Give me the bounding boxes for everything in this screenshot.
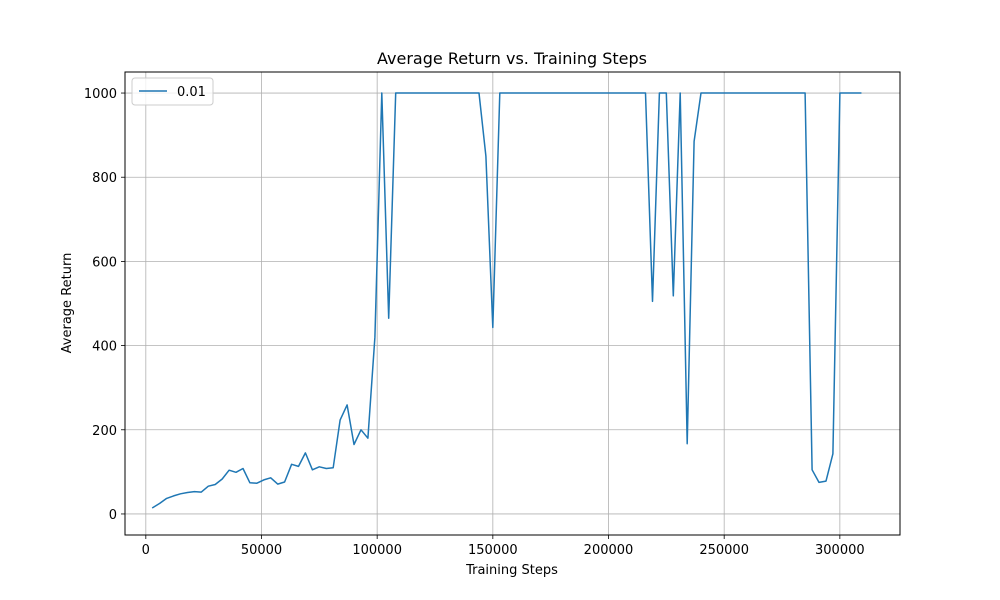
x-axis-title: Training Steps — [465, 563, 558, 578]
legend-box — [131, 77, 214, 106]
y-tick-label: 400 — [92, 340, 117, 355]
x-tick-label: 300000 — [815, 543, 865, 558]
axis-ticks: 0 50000 100000 150000 200000 250000 300000 0 200… — [84, 87, 865, 558]
chart-title: Average Return vs. Training Steps — [377, 49, 647, 68]
plot-frame — [124, 71, 901, 536]
y-axis-title: Average Return — [60, 253, 75, 354]
y-tick-label: 600 — [92, 255, 117, 270]
x-tick-label: 50000 — [241, 543, 282, 558]
x-tick-label: 100000 — [352, 543, 402, 558]
legend: 0.01 — [131, 77, 214, 106]
grid-lines — [125, 72, 900, 535]
y-tick-label: 800 — [92, 171, 117, 186]
data-layer — [151, 92, 862, 509]
y-tick-label: 0 — [109, 508, 117, 523]
x-tick-label: 200000 — [584, 543, 634, 558]
x-tick-label: 150000 — [468, 543, 518, 558]
y-tick-label: 1000 — [84, 87, 117, 102]
x-tick-label: 250000 — [699, 543, 749, 558]
y-tick-label: 200 — [92, 424, 117, 439]
series-line — [151, 92, 862, 509]
x-tick-label: 0 — [142, 543, 150, 558]
legend-label: 0.01 — [177, 85, 206, 100]
